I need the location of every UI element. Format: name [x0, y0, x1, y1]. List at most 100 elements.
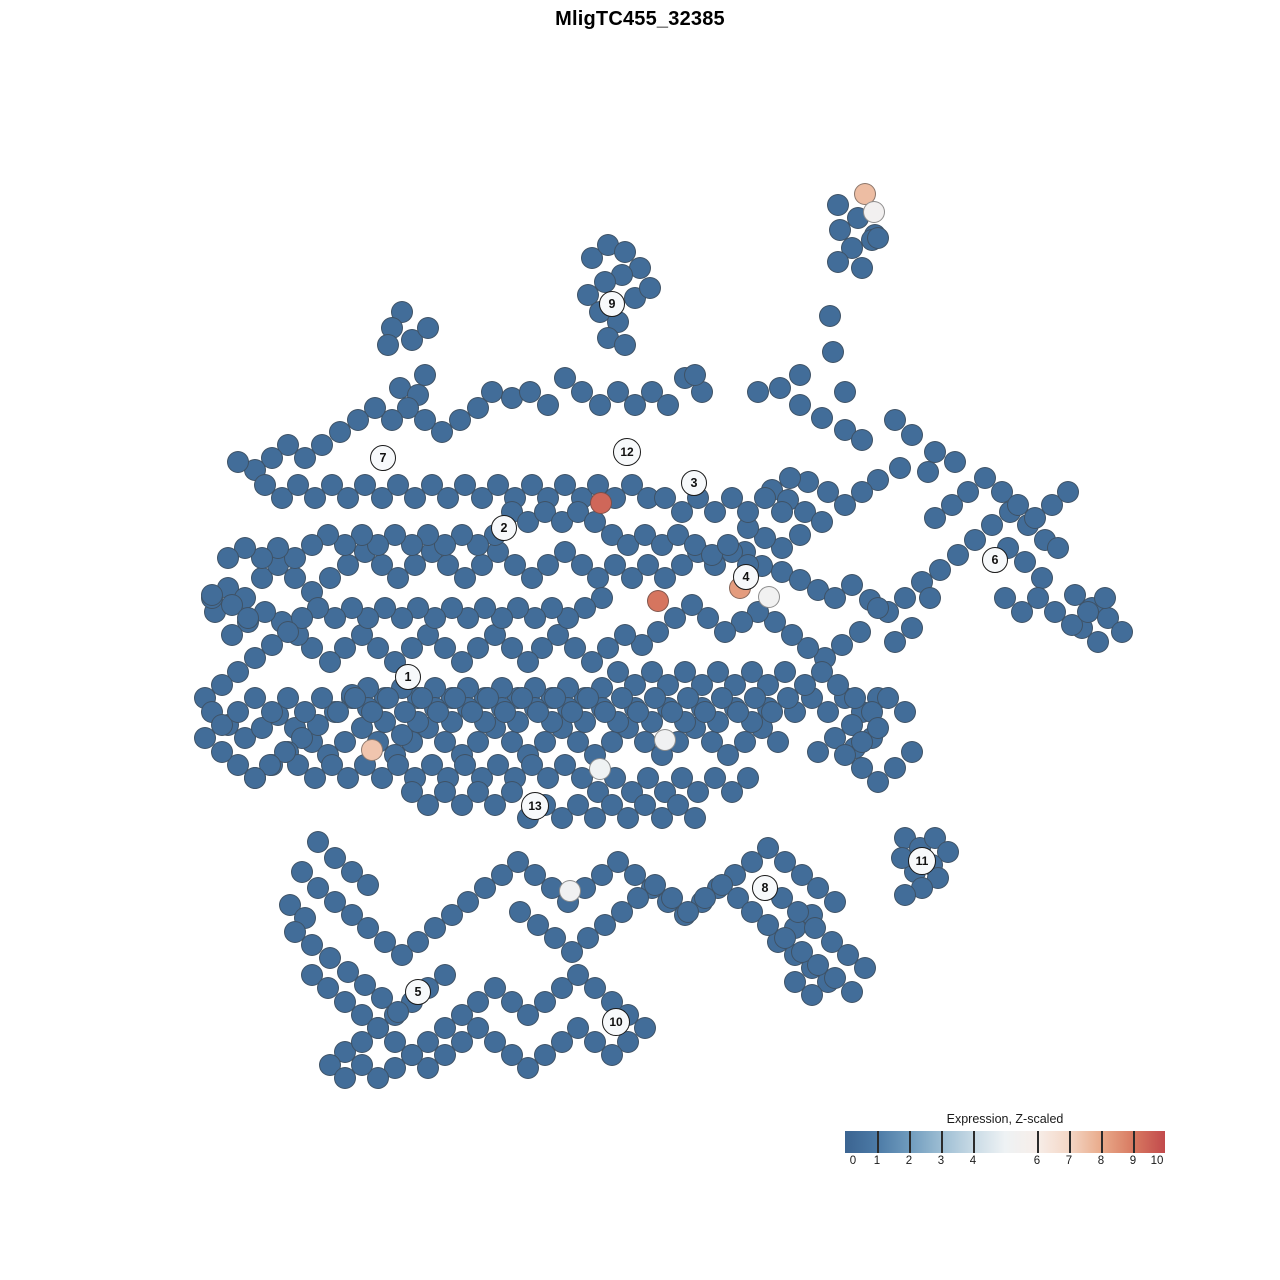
- data-point: [517, 651, 539, 673]
- data-point: [941, 494, 963, 516]
- data-point: [467, 991, 489, 1013]
- data-point: [807, 741, 829, 763]
- data-point: [451, 651, 473, 673]
- data-point: [517, 511, 539, 533]
- data-point: [334, 991, 356, 1013]
- data-point: [341, 904, 363, 926]
- data-point: [674, 661, 696, 683]
- data-point: [434, 1044, 456, 1066]
- data-point: [304, 767, 326, 789]
- data-point: [261, 701, 283, 723]
- data-point: [391, 607, 413, 629]
- data-point: [624, 864, 646, 886]
- cluster-label-5[interactable]: 5: [405, 979, 431, 1005]
- data-point: [654, 567, 676, 589]
- data-point: [811, 407, 833, 429]
- data-point: [334, 534, 356, 556]
- data-point: [824, 891, 846, 913]
- data-point: [884, 409, 906, 431]
- data-point: [567, 964, 589, 986]
- data-point-highlighted: [647, 590, 669, 612]
- data-point: [304, 487, 326, 509]
- data-point: [414, 364, 436, 386]
- data-point: [841, 981, 863, 1003]
- cluster-label-2[interactable]: 2: [491, 515, 517, 541]
- data-point: [387, 474, 409, 496]
- data-point: [414, 409, 436, 431]
- colorbar-tick-label-8: 8: [1097, 1155, 1105, 1167]
- data-point: [431, 421, 453, 443]
- colorbar-tick-3: [941, 1131, 943, 1153]
- data-point: [589, 394, 611, 416]
- data-point: [639, 277, 661, 299]
- cluster-label-9[interactable]: 9: [599, 291, 625, 317]
- colorbar-tick-9: [1133, 1131, 1135, 1153]
- data-point: [487, 474, 509, 496]
- cluster-label-12[interactable]: 12: [613, 438, 641, 466]
- data-point: [211, 674, 233, 696]
- data-point: [711, 874, 733, 896]
- cluster-label-7[interactable]: 7: [370, 445, 396, 471]
- data-point: [321, 474, 343, 496]
- colorbar-tick-label-2: 2: [905, 1155, 913, 1167]
- data-point: [574, 597, 596, 619]
- data-point: [407, 931, 429, 953]
- data-point: [817, 481, 839, 503]
- data-point: [484, 794, 506, 816]
- data-point: [454, 567, 476, 589]
- data-point: [327, 701, 349, 723]
- data-point-highlighted: [758, 586, 780, 608]
- cluster-label-4[interactable]: 4: [733, 564, 759, 590]
- data-point: [594, 914, 616, 936]
- data-point: [394, 701, 416, 723]
- cluster-label-3[interactable]: 3: [681, 470, 707, 496]
- data-point: [424, 607, 446, 629]
- data-point: [391, 724, 413, 746]
- data-point: [301, 637, 323, 659]
- data-point: [841, 574, 863, 596]
- data-point: [584, 807, 606, 829]
- data-point: [957, 481, 979, 503]
- data-point: [334, 731, 356, 753]
- data-point: [591, 587, 613, 609]
- data-point: [607, 661, 629, 683]
- data-point: [851, 481, 873, 503]
- data-point: [571, 767, 593, 789]
- data-point: [351, 1031, 373, 1053]
- data-point: [329, 421, 351, 443]
- data-point: [687, 781, 709, 803]
- data-point: [614, 624, 636, 646]
- cluster-label-6[interactable]: 6: [982, 547, 1008, 573]
- cluster-label-13[interactable]: 13: [521, 792, 549, 820]
- data-point: [451, 1004, 473, 1026]
- data-point: [641, 661, 663, 683]
- data-point: [504, 554, 526, 576]
- data-point: [1077, 601, 1099, 623]
- data-point: [917, 461, 939, 483]
- cluster-label-8[interactable]: 8: [752, 875, 778, 901]
- data-point: [747, 381, 769, 403]
- data-point: [677, 687, 699, 709]
- data-point: [537, 767, 559, 789]
- data-point: [734, 731, 756, 753]
- cluster-label-1[interactable]: 1: [395, 664, 421, 690]
- data-point: [867, 227, 889, 249]
- data-point: [417, 317, 439, 339]
- data-point: [577, 687, 599, 709]
- data-point: [627, 701, 649, 723]
- data-point: [357, 874, 379, 896]
- data-point: [357, 917, 379, 939]
- data-point: [319, 567, 341, 589]
- cluster-label-11[interactable]: 11: [908, 847, 936, 875]
- data-point: [834, 744, 856, 766]
- cluster-label-10[interactable]: 10: [602, 1008, 630, 1036]
- data-point: [391, 944, 413, 966]
- data-point: [774, 851, 796, 873]
- data-point: [217, 547, 239, 569]
- data-point: [244, 767, 266, 789]
- data-point: [554, 474, 576, 496]
- data-point: [351, 1054, 373, 1076]
- data-point: [527, 914, 549, 936]
- data-point: [384, 1031, 406, 1053]
- data-point: [617, 534, 639, 556]
